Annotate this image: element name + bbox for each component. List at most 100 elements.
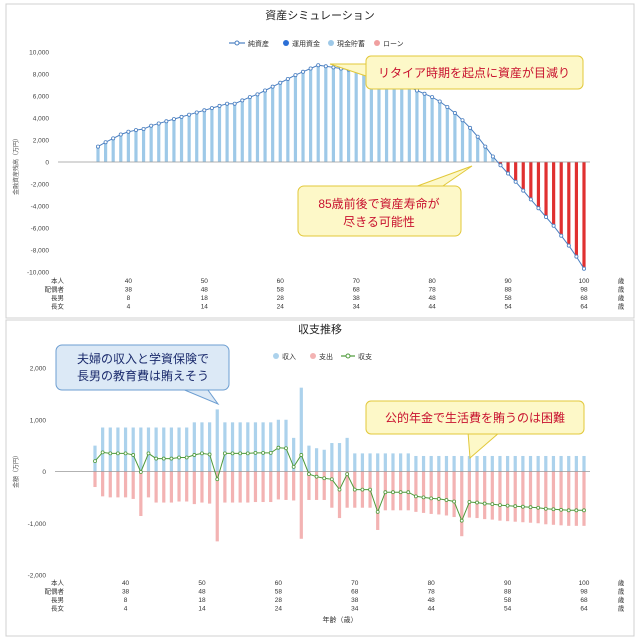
cash-bar bbox=[164, 121, 168, 162]
balance-point bbox=[360, 487, 365, 492]
income-bar bbox=[582, 455, 586, 472]
age-tick-label: 34 bbox=[353, 304, 361, 311]
y-tick-label: 4,000 bbox=[33, 116, 50, 123]
cash-bar bbox=[453, 113, 457, 162]
income-bar bbox=[200, 422, 204, 472]
expense-bar bbox=[528, 471, 533, 523]
cash-bar bbox=[195, 112, 199, 162]
age-unit-label: 歳 bbox=[618, 276, 625, 285]
age-tick-label: 38 bbox=[122, 589, 130, 596]
age-row-label: 配偶者 bbox=[45, 587, 65, 596]
callout-box bbox=[297, 185, 462, 237]
age-tick-label: 54 bbox=[504, 304, 512, 311]
income-bar bbox=[108, 427, 112, 472]
income-bar bbox=[406, 453, 410, 472]
age-row-label: 配偶者 bbox=[45, 285, 65, 294]
balance-point bbox=[368, 487, 372, 492]
balance-point bbox=[383, 490, 388, 495]
legend-net-assets-label: 純資産 bbox=[248, 39, 269, 48]
balance-point bbox=[184, 455, 189, 460]
callout-line-1: 夫婦の収入と学資保険で bbox=[77, 351, 209, 366]
age-tick-label: 48 bbox=[201, 287, 209, 294]
net-assets-point bbox=[149, 123, 154, 128]
balance-point bbox=[138, 470, 143, 474]
income-bar bbox=[192, 422, 196, 472]
age-tick-label: 4 bbox=[124, 606, 128, 613]
net-assets-point bbox=[202, 108, 207, 113]
cash-bar bbox=[460, 120, 465, 162]
expense-bar bbox=[536, 471, 540, 524]
age-tick-label: 40 bbox=[122, 580, 130, 587]
balance-point bbox=[100, 450, 105, 455]
age-unit-label: 歳 bbox=[618, 604, 625, 613]
net-assets-point bbox=[460, 118, 465, 123]
income-bar bbox=[169, 427, 174, 472]
income-bar bbox=[162, 427, 166, 472]
y-tick-label: 8,000 bbox=[33, 72, 50, 79]
expense-bar bbox=[437, 471, 441, 515]
cash-bar bbox=[126, 131, 130, 162]
expense-bar bbox=[345, 471, 349, 508]
age-row-label: 本人 bbox=[51, 276, 65, 285]
expense-bar bbox=[154, 471, 158, 503]
legend-balance-label: 収支 bbox=[358, 352, 372, 361]
balance-point bbox=[307, 472, 311, 476]
age-tick-label: 40 bbox=[125, 278, 133, 285]
balance-point bbox=[329, 477, 334, 482]
net-assets-point bbox=[179, 114, 184, 119]
income-bar bbox=[376, 453, 380, 472]
age-tick-label: 38 bbox=[125, 287, 133, 294]
expense-bar bbox=[200, 471, 204, 503]
chart1-callout-retirement: リタイア時期を起点に資産が目減り bbox=[329, 55, 584, 90]
cash-bar bbox=[468, 127, 472, 162]
legend-investment-label: 運用資金 bbox=[292, 39, 320, 48]
cash-bar bbox=[240, 100, 244, 162]
expense-bar bbox=[551, 471, 556, 525]
income-bar bbox=[269, 422, 273, 472]
net-assets-point bbox=[263, 88, 268, 93]
callout-text: リタイア時期を起点に資産が目減り bbox=[378, 65, 570, 80]
expense-bar bbox=[574, 471, 578, 526]
income-bar bbox=[276, 419, 280, 472]
age-tick-label: 98 bbox=[580, 589, 588, 596]
cash-bar bbox=[225, 103, 229, 162]
chart2-y-ticks: 2,000 1,000 0 -1,000 -2,000 bbox=[28, 366, 47, 580]
income-bar bbox=[414, 455, 418, 472]
expense-bar bbox=[162, 471, 166, 503]
income-bar bbox=[536, 455, 540, 472]
balance-point bbox=[574, 508, 579, 513]
loan-bar bbox=[567, 162, 571, 246]
expense-bar bbox=[253, 471, 258, 503]
balance-point bbox=[352, 487, 357, 492]
chart1-callout-lifespan: 85歳前後で資産寿命が尽きる可能性 bbox=[297, 165, 473, 237]
chart1-frame bbox=[5, 3, 635, 319]
loan-bar bbox=[552, 162, 556, 226]
age-tick-label: 64 bbox=[580, 606, 588, 613]
y-tick-label: 10,000 bbox=[29, 50, 49, 57]
net-assets-point bbox=[209, 106, 214, 111]
net-assets-point bbox=[187, 112, 192, 117]
y-tick-label: -1,000 bbox=[28, 521, 47, 528]
loan-bar bbox=[559, 162, 563, 236]
income-bar bbox=[475, 455, 479, 472]
net-assets-point bbox=[506, 171, 511, 176]
y-tick-label: 0 bbox=[42, 469, 46, 476]
age-unit-label: 歳 bbox=[618, 587, 625, 596]
balance-point bbox=[391, 490, 395, 495]
callout-text: 夫婦の収入と学資保険で長男の教育費は賄えそう bbox=[77, 351, 209, 383]
income-bar bbox=[391, 453, 395, 472]
age-tick-label: 4 bbox=[127, 304, 131, 311]
income-bar bbox=[253, 422, 258, 472]
expense-bar bbox=[521, 471, 525, 523]
cash-bar bbox=[362, 72, 366, 162]
callout-line-2: 長男の教育費は賄えそう bbox=[77, 368, 209, 383]
cash-bar bbox=[430, 97, 434, 162]
age-tick-label: 28 bbox=[277, 295, 285, 302]
balance-point bbox=[414, 494, 418, 499]
y-tick-label: 2,000 bbox=[33, 138, 50, 145]
net-assets-point bbox=[536, 206, 541, 211]
net-assets-point bbox=[498, 163, 503, 168]
income-bar bbox=[131, 427, 135, 472]
callout-line-2: 尽きる可能性 bbox=[343, 215, 415, 229]
